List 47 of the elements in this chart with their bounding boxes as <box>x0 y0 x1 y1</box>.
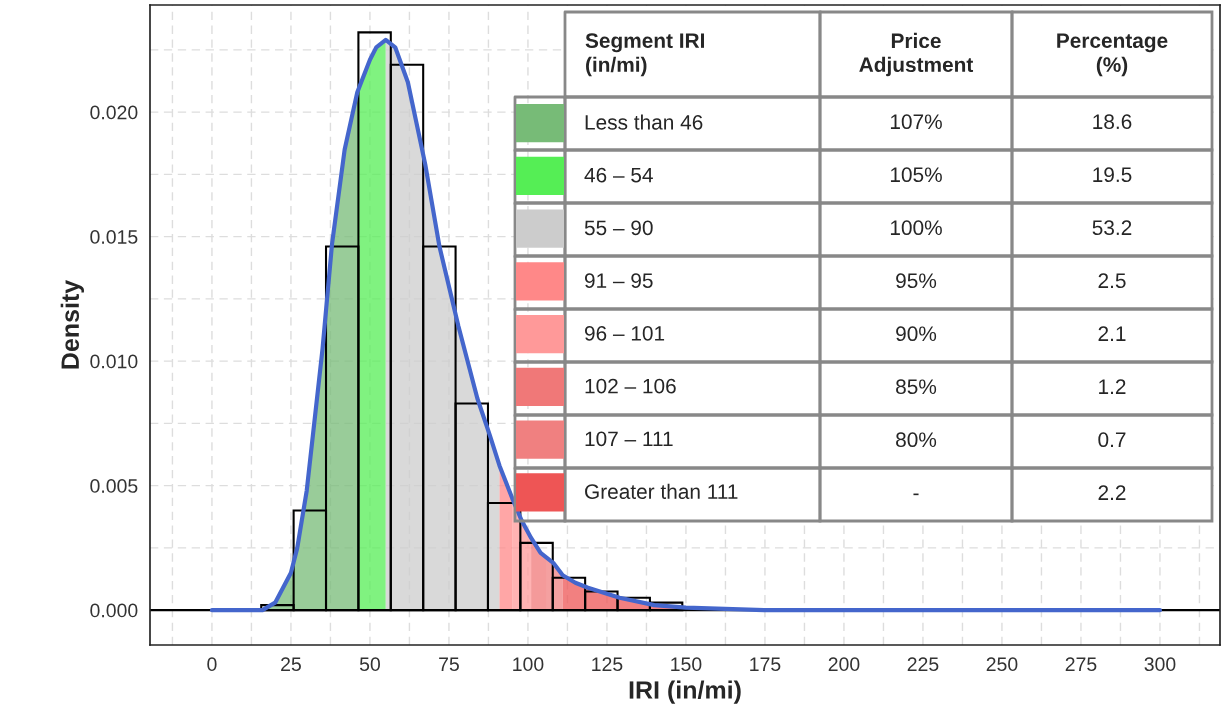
x-tick-label: 300 <box>1144 657 1176 672</box>
annotation: 0.7 <box>1098 432 1126 448</box>
x-tick-label: 100 <box>513 657 544 672</box>
annotation: Percentage (%) <box>1057 33 1168 77</box>
x-tick-label: 175 <box>750 657 781 672</box>
x-axis-title: IRI (in/mi) <box>629 680 741 704</box>
annotation: 100% <box>890 220 942 236</box>
legend-label: 107 – 111 <box>585 431 673 447</box>
legend-label: Greater than 111 <box>585 483 738 499</box>
annotation: 2.2 <box>1098 485 1126 500</box>
x-tick-label: 250 <box>986 657 1018 672</box>
annotation: Price Adjustment <box>859 32 974 77</box>
x-tick-label: 50 <box>359 657 380 672</box>
legend-label: 55 – 90 <box>584 220 653 236</box>
annotation: 2.1 <box>1098 326 1126 341</box>
y-tick-label: 0.000 <box>90 603 138 618</box>
annotation: 107% <box>890 114 942 130</box>
y-tick-label: 0.005 <box>90 479 138 493</box>
annotation: 90% <box>896 326 937 342</box>
legend-label: 102 – 106 <box>585 378 676 394</box>
annotation: 1.2 <box>1099 379 1126 394</box>
x-tick-label: 150 <box>671 657 702 672</box>
annotation: 19.5 <box>1093 167 1132 183</box>
annotation: Segment IRI (in/mi) <box>585 33 704 77</box>
annotation: - <box>913 493 919 496</box>
x-tick-label: 225 <box>907 657 939 672</box>
legend-label: 96 – 101 <box>584 325 665 341</box>
x-tick-label: 0 <box>207 657 217 672</box>
annotation: 85% <box>896 379 937 395</box>
annotation: 105% <box>890 167 942 183</box>
annotation: 95% <box>896 273 937 289</box>
y-tick-label: 0.020 <box>90 105 138 120</box>
annotation: 80% <box>896 432 937 448</box>
y-tick-label: 0.015 <box>90 230 138 244</box>
annotation: 53.2 <box>1092 220 1132 236</box>
legend-label: Less than 46 <box>585 114 703 130</box>
annotation: 2.5 <box>1098 273 1126 289</box>
x-tick-label: 75 <box>439 657 459 672</box>
x-tick-label: 200 <box>828 657 860 672</box>
x-tick-label: 275 <box>1065 657 1097 672</box>
x-tick-label: 25 <box>281 657 301 672</box>
y-tick-label: 0.010 <box>90 354 138 369</box>
x-tick-label: 125 <box>592 657 623 672</box>
annotation: 18.6 <box>1093 114 1132 130</box>
y-axis-title: Density <box>60 279 84 369</box>
legend-label: 46 – 54 <box>584 167 653 183</box>
legend-label: 91 – 95 <box>584 273 653 288</box>
